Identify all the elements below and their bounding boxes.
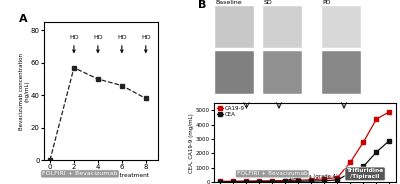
Text: FOLFIRI + Bevacizumab: FOLFIRI + Bevacizumab	[42, 171, 118, 176]
FancyBboxPatch shape	[263, 6, 302, 48]
CEA	[244, 181, 249, 183]
Text: HD: HD	[117, 35, 127, 52]
X-axis label: Days after initiation of treatment: Days after initiation of treatment	[52, 173, 149, 178]
CA19-9	[257, 180, 262, 182]
Text: Trifluridine
/Tipiracil: Trifluridine /Tipiracil	[346, 169, 384, 179]
CEA	[348, 172, 353, 174]
Text: HD: HD	[69, 35, 79, 52]
CA19-9	[361, 141, 366, 143]
Text: SD: SD	[263, 0, 272, 5]
FancyBboxPatch shape	[263, 51, 302, 94]
CA19-9	[231, 180, 236, 182]
CA19-9	[244, 180, 249, 182]
Text: PD: PD	[322, 0, 330, 5]
Y-axis label: Bevacizumab concentration
(ng/mL): Bevacizumab concentration (ng/mL)	[19, 53, 30, 130]
CA19-9	[296, 179, 301, 181]
Text: Neutropenia (grade 4): Neutropenia (grade 4)	[279, 174, 338, 180]
CA19-9	[374, 118, 379, 120]
CA19-9	[218, 180, 223, 182]
Text: B: B	[198, 0, 206, 10]
CEA	[374, 151, 379, 153]
Line: CEA: CEA	[219, 139, 391, 183]
CA19-9	[270, 180, 275, 182]
Text: A: A	[19, 14, 28, 24]
CA19-9	[335, 176, 340, 179]
CEA	[335, 179, 340, 181]
FancyBboxPatch shape	[322, 51, 361, 94]
CA19-9	[387, 111, 392, 113]
CEA	[257, 181, 262, 183]
CA19-9	[309, 179, 314, 181]
Text: HD: HD	[93, 35, 103, 52]
CEA	[309, 180, 314, 182]
CEA	[218, 181, 223, 183]
CEA	[322, 180, 327, 182]
CA19-9	[322, 178, 327, 180]
FancyBboxPatch shape	[322, 6, 361, 48]
Line: CA19-9: CA19-9	[219, 110, 391, 183]
Legend: CA19-9, CEA: CA19-9, CEA	[217, 106, 245, 117]
CEA	[270, 181, 275, 183]
CEA	[231, 181, 236, 183]
CA19-9	[348, 161, 353, 163]
CA19-9	[283, 179, 288, 182]
CEA	[387, 139, 392, 142]
FancyBboxPatch shape	[215, 6, 254, 48]
Text: HD: HD	[141, 35, 151, 52]
CEA	[296, 180, 301, 182]
Text: FOLFIRI + Bevacizumab: FOLFIRI + Bevacizumab	[237, 171, 308, 176]
FancyBboxPatch shape	[215, 51, 254, 94]
Text: Baseline: Baseline	[215, 0, 242, 5]
CEA	[361, 165, 366, 167]
Y-axis label: CEA, CA19-9 (mg/mL): CEA, CA19-9 (mg/mL)	[190, 113, 194, 173]
CEA	[283, 180, 288, 183]
